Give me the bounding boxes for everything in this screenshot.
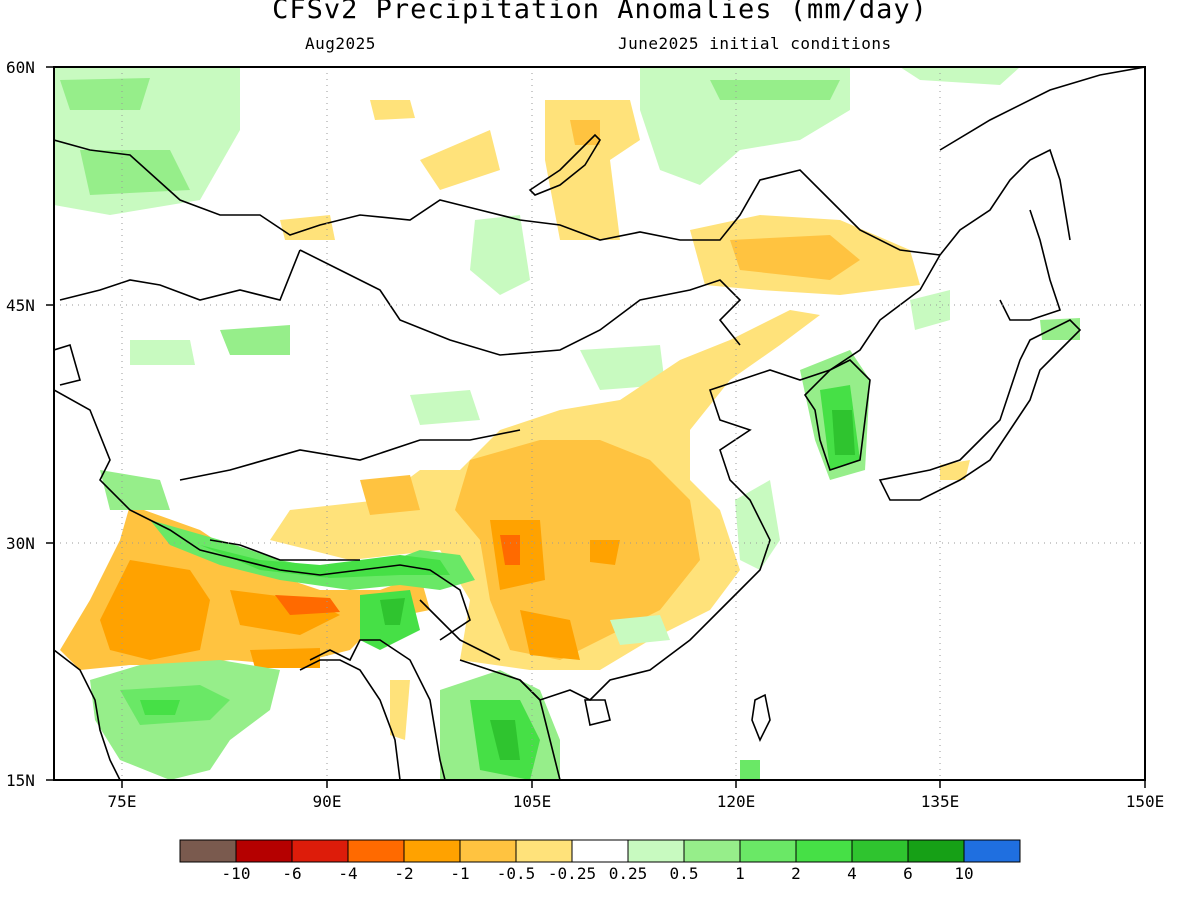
lon-label-75e: 75E: [107, 792, 137, 811]
colorbar-swatch: [515, 839, 573, 863]
initial-conditions: June2025 initial conditions: [618, 34, 892, 53]
lon-label-105e: 105E: [512, 792, 552, 811]
colorbar-tick-label: 10: [954, 864, 974, 883]
colorbar-tick-label: -2: [394, 864, 414, 883]
colorbar-swatch: [571, 839, 629, 863]
colorbar-tick-label: 0.25: [608, 864, 648, 883]
colorbar-swatch: [627, 839, 685, 863]
colorbar-swatch: [179, 839, 237, 863]
map-title: CFSv2 Precipitation Anomalies (mm/day): [272, 0, 928, 25]
axis-ticks: [46, 66, 1146, 788]
coastlines-borders: [54, 67, 1145, 780]
colorbar-tick-label: -6: [282, 864, 302, 883]
colorbar-swatch: [235, 839, 293, 863]
dry-region-baikal: [545, 100, 640, 240]
lon-label-90e: 90E: [312, 792, 342, 811]
lat-label-60n: 60N: [6, 58, 35, 77]
colorbar-tick-label: 2: [791, 864, 801, 883]
colorbar-swatch: [459, 839, 517, 863]
wet-region-mongolia: [470, 215, 530, 295]
colorbar-tick-label: -4: [338, 864, 358, 883]
colorbar-swatch: [851, 839, 909, 863]
colorbar-swatch: [291, 839, 349, 863]
lat-label-45n: 45N: [6, 296, 35, 315]
colorbar-tick-label: -1: [450, 864, 470, 883]
colorbar-swatch: [739, 839, 797, 863]
lon-label-150e: 150E: [1125, 792, 1165, 811]
lat-label-15n: 15N: [6, 771, 35, 790]
colorbar-tick-label: 6: [903, 864, 913, 883]
colorbar-tick-label: -10: [221, 864, 251, 883]
colorbar-tick-label: 1: [735, 864, 745, 883]
wet-region-north-core: [710, 80, 840, 100]
colorbar-swatch: [347, 839, 405, 863]
colorbar-tick-label: -0.25: [547, 864, 597, 883]
colorbar-swatch: [795, 839, 853, 863]
colorbar: [179, 839, 1021, 863]
colorbar-tick-label: 4: [847, 864, 857, 883]
forecast-month: Aug2025: [305, 34, 376, 53]
colorbar-tick-label: -0.5: [496, 864, 536, 883]
colorbar-swatch: [907, 839, 965, 863]
colorbar-tick-label: 0.5: [669, 864, 699, 883]
map-frame: [53, 66, 1146, 781]
colorbar-swatch: [403, 839, 461, 863]
wet-region-northwest-core: [60, 78, 190, 195]
graticule: [54, 67, 1145, 780]
lon-label-120e: 120E: [716, 792, 756, 811]
lat-label-30n: 30N: [6, 534, 35, 553]
colorbar-swatch: [963, 839, 1021, 863]
lon-label-135e: 135E: [920, 792, 960, 811]
colorbar-swatch: [683, 839, 741, 863]
anomaly-shading: [54, 67, 1080, 780]
